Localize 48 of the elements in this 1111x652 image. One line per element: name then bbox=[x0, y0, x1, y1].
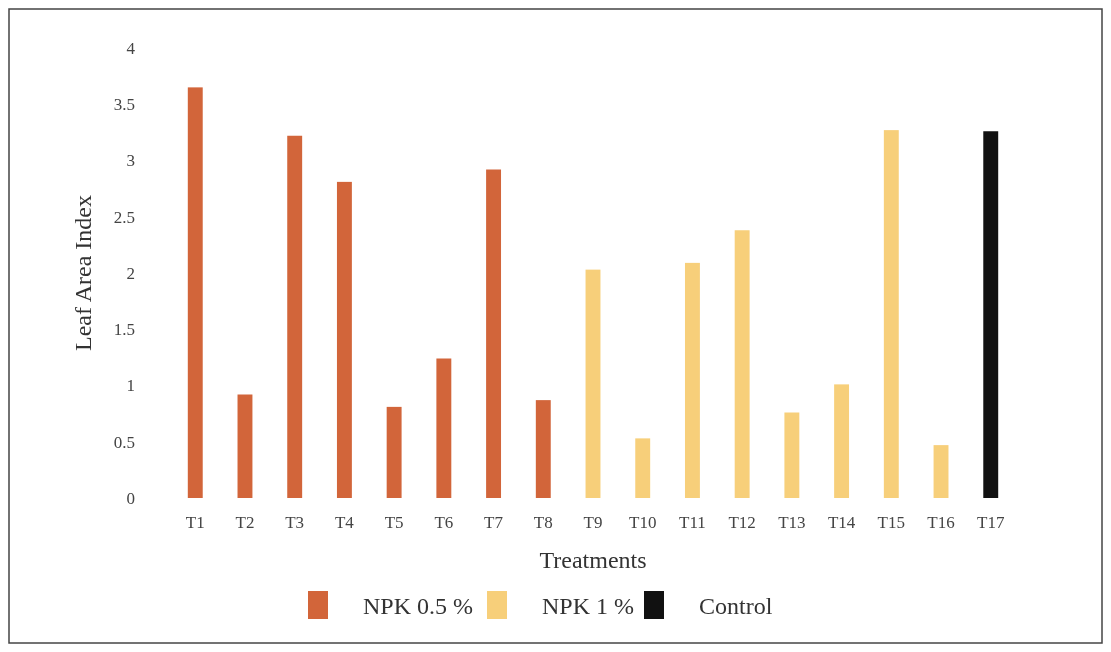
legend-label: NPK 1 % bbox=[542, 593, 635, 620]
bar bbox=[436, 358, 452, 498]
y-tick-label: 3 bbox=[126, 151, 135, 171]
x-tick-label: T16 bbox=[927, 513, 955, 532]
x-tick-label: T3 bbox=[285, 513, 305, 532]
x-tick-label: T13 bbox=[778, 513, 806, 532]
y-tick-label: 3.5 bbox=[113, 95, 135, 115]
y-tick-label: 0.5 bbox=[113, 432, 135, 452]
x-tick-label: T5 bbox=[384, 513, 404, 532]
y-tick-label: 2 bbox=[126, 263, 135, 283]
x-tick-label: T15 bbox=[877, 513, 905, 532]
x-tick-label: T10 bbox=[629, 513, 657, 532]
bar bbox=[386, 406, 402, 498]
bar bbox=[684, 262, 700, 498]
bar bbox=[585, 269, 601, 498]
bar bbox=[535, 400, 551, 498]
bar bbox=[784, 412, 800, 498]
y-tick-label: 4 bbox=[126, 38, 136, 58]
x-axis-title: Treatments bbox=[539, 547, 647, 573]
x-tick-label: T6 bbox=[434, 513, 454, 532]
y-tick-label: 1 bbox=[126, 376, 135, 396]
x-tick-label: T14 bbox=[827, 513, 856, 532]
bar bbox=[883, 130, 899, 498]
bar bbox=[237, 394, 253, 498]
bar bbox=[287, 135, 303, 498]
y-tick-label: 0 bbox=[126, 488, 135, 508]
bar bbox=[486, 169, 502, 498]
x-tick-label: T2 bbox=[235, 513, 255, 532]
bar bbox=[635, 438, 651, 498]
bar bbox=[187, 87, 203, 498]
y-tick-label: 2.5 bbox=[113, 207, 135, 227]
legend-label: Control bbox=[699, 593, 773, 620]
x-tick-label: T17 bbox=[977, 513, 1005, 532]
bar bbox=[983, 131, 999, 498]
y-axis-title: Leaf Area Index bbox=[70, 195, 96, 351]
bar bbox=[336, 181, 352, 498]
x-tick-label: T7 bbox=[484, 513, 504, 532]
x-tick-label: T4 bbox=[334, 513, 355, 532]
y-tick-label: 1.5 bbox=[113, 320, 135, 340]
x-tick-label: T1 bbox=[185, 513, 205, 532]
x-tick-label: T12 bbox=[728, 513, 756, 532]
x-tick-label: T8 bbox=[533, 513, 553, 532]
x-tick-label: T11 bbox=[679, 513, 706, 532]
legend-label: NPK 0.5 % bbox=[363, 593, 474, 620]
bar bbox=[834, 384, 850, 498]
x-tick-label: T9 bbox=[583, 513, 603, 532]
bar bbox=[933, 445, 949, 498]
bar bbox=[734, 230, 750, 498]
